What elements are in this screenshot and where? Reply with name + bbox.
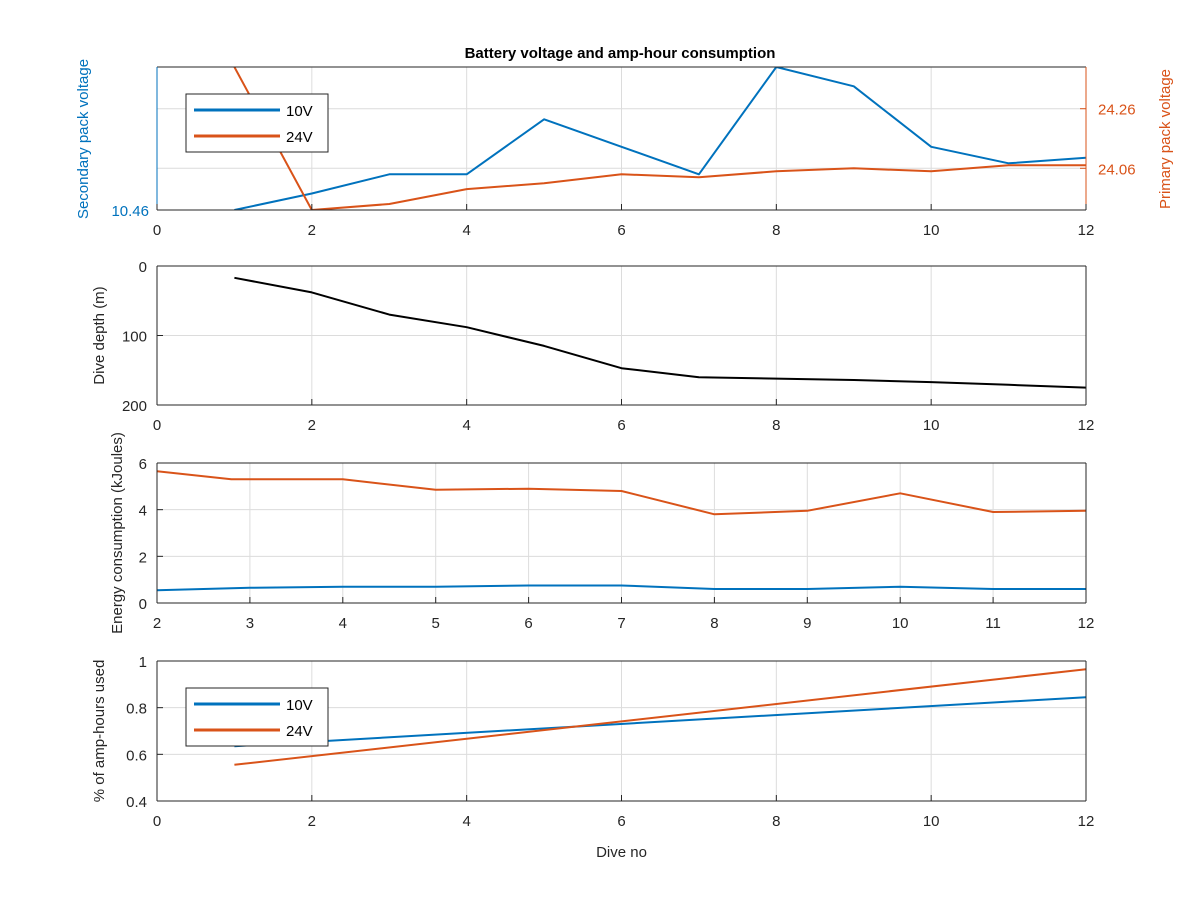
x-tick-label: 0 [153,417,161,434]
x-tick-label: 8 [772,222,780,239]
y-tick-label: 0.4 [126,794,147,811]
series-line-10v [234,67,1086,210]
x-tick-label: 6 [617,813,625,830]
legend-label-24v: 24V [286,723,313,740]
y-tick-label-right: 24.26 [1098,102,1136,119]
x-tick-label: 4 [462,813,470,830]
legend: 10V 24V [185,687,329,747]
figure-title: Battery voltage and amp-hour consumption [465,45,776,62]
x-tick-label: 7 [617,615,625,632]
series-line-24v [233,67,1086,210]
x-tick-label: 4 [339,615,347,632]
legend-label-24v: 24V [286,129,313,146]
series-line-1 [234,276,1086,389]
chart-panel-1: 0 2 4 6 8 10 12 10.46 24.06 24.26 Secondary pack v… [75,59,1174,239]
y-tick-label: 2 [139,549,147,566]
x-tick-label: 10 [923,813,940,830]
x-tick-label: 6 [524,615,532,632]
legend-label-10v: 10V [286,103,313,120]
grid [157,463,1086,603]
y-axis-label: Dive depth (m) [91,286,108,384]
x-tick-label: 4 [462,222,470,239]
legend-label-10v: 10V [286,697,313,714]
x-tick-label: 12 [1078,813,1095,830]
x-tick-label: 3 [246,615,254,632]
y-axis-label-left: Secondary pack voltage [75,59,92,219]
legend-box [185,93,329,153]
series-line-2 [157,584,1086,592]
x-tick-label: 2 [308,813,316,830]
y-tick-label: 1 [139,654,147,671]
x-tick-label: 9 [803,615,811,632]
x-axis-label: Dive no [596,844,647,861]
x-tick-label: 10 [923,222,940,239]
x-tick-label: 2 [308,222,316,239]
y-tick-label: 0 [139,596,147,613]
x-tick-label: 11 [985,615,1001,632]
x-tick-label: 10 [892,615,909,632]
y-tick-label-right: 24.06 [1098,161,1136,178]
y-tick-label: 200 [122,398,147,415]
y-tick-label: 4 [139,503,147,520]
x-tick-label: 4 [462,417,470,434]
x-tick-label: 8 [772,813,780,830]
x-tick-label: 0 [153,813,161,830]
x-tick-label: 10 [923,417,940,434]
chart-panel-4: 0 2 4 6 8 10 12 0.4 0.6 0.8 1 % of amp-hours used Di… [91,654,1094,861]
x-tick-label: 6 [617,222,625,239]
y-axis-label: Energy consumption (kJoules) [109,432,126,634]
y-axis-label: % of amp-hours used [91,660,108,803]
x-tick-label: 5 [432,615,440,632]
x-tick-label: 12 [1078,417,1095,434]
y-axis-label-right: Primary pack voltage [1157,69,1174,209]
legend-box [185,687,329,747]
y-tick-label-left: 10.46 [111,203,149,220]
x-tick-label: 8 [772,417,780,434]
legend: 10V 24V [185,93,329,153]
y-tick-label: 0 [139,259,147,276]
series-line-1 [157,470,1086,516]
chart-panel-2: 0 2 4 6 8 10 12 0 100 200 Dive depth (m) [91,259,1094,434]
x-tick-label: 12 [1078,615,1095,632]
series-line-24v [234,668,1086,766]
y-tick-label: 100 [122,329,147,346]
y-tick-label: 6 [139,456,147,473]
series-line-10v [234,696,1086,748]
y-tick-label: 0.8 [126,701,147,718]
x-tick-label: 12 [1078,222,1095,239]
x-tick-label: 6 [617,417,625,434]
grid [157,266,1086,405]
y-tick-label: 0.6 [126,747,147,764]
x-tick-label: 8 [710,615,718,632]
x-tick-label: 2 [308,417,316,434]
x-tick-label: 2 [153,615,161,632]
x-tick-label: 0 [153,222,161,239]
